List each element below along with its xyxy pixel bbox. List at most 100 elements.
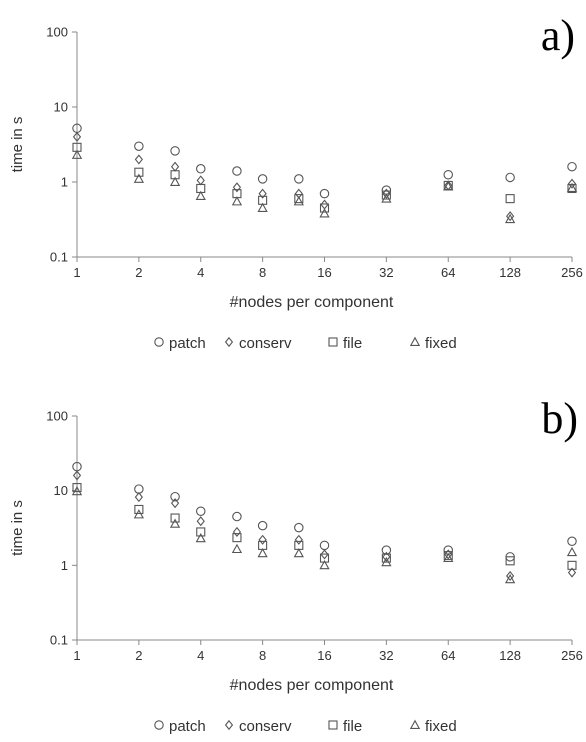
data-point-file: [72, 483, 82, 493]
data-point-patch: [232, 166, 242, 176]
data-point-fixed: [133, 509, 145, 519]
x-tick-label: 4: [197, 265, 204, 280]
data-point-conserv: [232, 182, 242, 193]
data-point-conserv: [72, 470, 82, 481]
y-tick-label: 1: [61, 175, 68, 190]
data-point-conserv: [320, 199, 329, 210]
data-point-patch: [232, 511, 242, 522]
data-point-patch: [134, 141, 144, 151]
x-tick-label: 32: [379, 265, 393, 280]
legend-marker-patch: [154, 720, 164, 730]
legend-marker-conserv: [224, 719, 234, 731]
data-point-patch: [196, 164, 206, 174]
data-point-conserv: [196, 175, 205, 186]
legend-label-patch: patch: [169, 718, 206, 735]
data-point-conserv: [134, 492, 143, 503]
data-point-file: [134, 167, 144, 177]
data-point-fixed: [319, 208, 330, 218]
panel-label: b): [541, 394, 578, 443]
data-point-patch: [170, 491, 180, 502]
legend-marker-conserv: [224, 336, 234, 348]
x-tick-label: 8: [259, 648, 266, 663]
x-tick-label: 128: [499, 648, 521, 663]
legend: patch conserv file fixed: [154, 718, 457, 735]
legend-label-file: file: [343, 718, 362, 735]
legend-label-file: file: [343, 335, 362, 352]
data-point-conserv: [232, 526, 242, 538]
chart-panel-a: 0.1 1 10 100 1 2 4 8 16 32 64 128 256 time in s #nodes…: [9, 11, 583, 352]
y-tick-label: 0.1: [50, 250, 68, 265]
y-tick-label: 1: [61, 558, 68, 573]
data-point-fixed: [257, 202, 268, 212]
data-point-conserv: [170, 498, 180, 509]
series-conserv: [72, 470, 577, 582]
data-point-patch: [196, 506, 206, 517]
legend-marker-file: [328, 720, 338, 730]
data-point-conserv: [506, 211, 515, 222]
x-tick-label: 1: [73, 648, 80, 663]
data-point-file: [134, 504, 144, 515]
legend-label-fixed: fixed: [425, 335, 457, 352]
x-tick-label: 64: [441, 648, 455, 663]
data-point-file: [381, 190, 391, 200]
legend-marker-patch: [154, 337, 164, 347]
x-tick-label: 2: [135, 265, 142, 280]
y-tick-label: 100: [46, 25, 68, 40]
y-tick-label: 10: [54, 100, 68, 115]
data-point-fixed: [231, 543, 243, 554]
data-point-conserv: [72, 131, 82, 142]
data-point-fixed: [257, 547, 268, 558]
x-tick-label: 32: [379, 648, 393, 663]
data-point-file: [232, 533, 242, 543]
x-tick-label: 4: [197, 648, 204, 663]
data-point-fixed: [71, 149, 83, 159]
series-patch: [72, 461, 577, 562]
data-point-patch: [294, 174, 304, 184]
data-point-conserv: [170, 161, 180, 172]
x-tick-label: 64: [441, 265, 455, 280]
series-conserv: [72, 131, 577, 222]
legend-label-conserv: conserv: [239, 335, 292, 352]
data-point-fixed: [504, 573, 516, 584]
data-point-conserv: [258, 188, 267, 199]
data-point-fixed: [169, 518, 181, 528]
data-point-fixed: [319, 559, 330, 570]
data-point-conserv: [320, 549, 329, 560]
legend-label-fixed: fixed: [425, 718, 457, 735]
data-point-fixed: [231, 196, 243, 206]
series-file: [72, 142, 577, 213]
data-point-patch: [567, 536, 577, 547]
data-point-fixed: [381, 556, 392, 567]
data-point-conserv: [196, 516, 205, 527]
data-point-patch: [505, 172, 515, 183]
data-point-patch: [443, 169, 453, 180]
x-axis-label: #nodes per component: [230, 294, 394, 311]
data-point-conserv: [382, 551, 391, 562]
data-point-conserv: [134, 154, 143, 165]
data-point-fixed: [293, 547, 304, 558]
legend: patch conserv file fixed: [154, 335, 457, 352]
data-point-patch: [319, 188, 330, 199]
data-point-file: [505, 194, 515, 204]
y-tick-label: 10: [54, 483, 68, 498]
x-tick-label: 128: [499, 265, 521, 280]
data-point-fixed: [195, 532, 206, 543]
x-tick-label: 256: [561, 648, 583, 663]
x-tick-label: 16: [317, 265, 331, 280]
legend-marker-fixed: [409, 719, 421, 729]
legend-label-conserv: conserv: [239, 718, 292, 735]
data-point-file: [381, 553, 391, 563]
data-point-fixed: [504, 213, 516, 224]
data-point-patch: [567, 161, 577, 172]
series-patch: [72, 123, 577, 199]
x-tick-label: 1: [73, 265, 80, 280]
data-point-conserv: [382, 188, 391, 199]
y-tick-label: 100: [46, 409, 68, 424]
y-tick-label: 0.1: [50, 633, 68, 648]
data-point-fixed: [169, 176, 181, 186]
x-tick-label: 16: [317, 648, 331, 663]
data-point-fixed: [293, 196, 304, 206]
data-point-patch: [319, 540, 330, 551]
